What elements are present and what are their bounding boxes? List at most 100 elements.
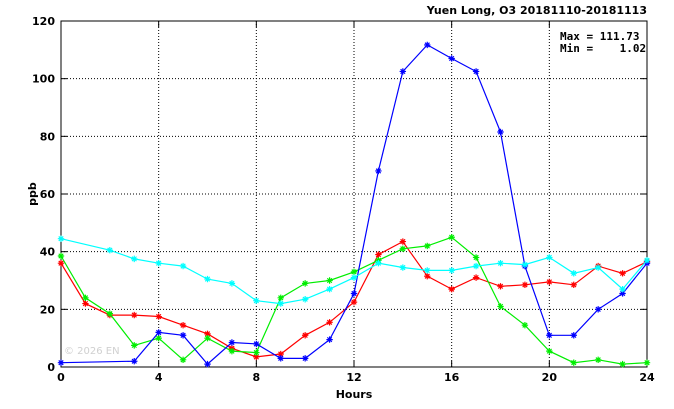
- data-point: [326, 336, 333, 343]
- data-point: [106, 247, 114, 254]
- grid: [61, 21, 647, 367]
- data-point: [448, 285, 455, 293]
- data-point: [399, 245, 407, 252]
- data-point: [497, 283, 504, 290]
- data-point: [497, 260, 504, 267]
- y-tick-label: 40: [40, 246, 56, 259]
- series-3: [57, 235, 651, 307]
- data-point: [594, 264, 602, 271]
- data-point: [424, 267, 431, 274]
- data-point: [472, 262, 480, 270]
- y-tick-label: 60: [40, 188, 56, 201]
- data-point: [106, 310, 114, 317]
- data-point: [301, 355, 309, 362]
- data-point: [204, 330, 211, 338]
- data-point: [350, 290, 358, 297]
- data-point: [155, 334, 162, 342]
- data-point: [619, 290, 626, 297]
- data-point: [521, 321, 529, 329]
- data-point: [253, 349, 260, 356]
- y-tick-label: 80: [40, 130, 56, 143]
- data-point: [277, 355, 284, 362]
- data-point: [448, 267, 455, 274]
- data-point: [253, 297, 260, 304]
- data-point: [228, 347, 236, 355]
- y-tick-label: 20: [40, 303, 56, 316]
- data-point: [277, 294, 284, 301]
- x-tick-label: 16: [444, 371, 460, 384]
- max-label: Max = 111.73: [560, 30, 639, 43]
- data-point: [424, 41, 431, 49]
- data-point: [521, 281, 529, 289]
- data-point: [326, 319, 333, 326]
- data-point: [155, 313, 162, 320]
- data-point: [497, 303, 504, 310]
- data-point: [131, 255, 138, 263]
- y-axis-label: ppb: [26, 182, 39, 206]
- data-point: [301, 280, 309, 287]
- x-tick-label: 12: [346, 371, 361, 384]
- x-tick-label: 24: [639, 371, 655, 384]
- data-point: [424, 242, 431, 250]
- data-point: [82, 294, 89, 301]
- data-point: [546, 332, 553, 339]
- data-point: [399, 68, 407, 75]
- series-line: [60, 238, 648, 305]
- data-point: [472, 254, 480, 261]
- data-point: [204, 275, 211, 283]
- x-tick-label: 0: [57, 371, 65, 384]
- data-point: [570, 270, 577, 277]
- data-point: [399, 238, 407, 245]
- data-point: [326, 277, 333, 284]
- data-point: [472, 274, 480, 281]
- data-point: [326, 285, 333, 293]
- data-point: [179, 356, 187, 363]
- data-point: [375, 260, 382, 267]
- data-point: [57, 235, 65, 242]
- y-tick-label: 100: [32, 73, 55, 86]
- watermark: © 2026 EN: [64, 346, 120, 357]
- data-point: [546, 347, 553, 355]
- x-axis-label: Hours: [336, 388, 373, 401]
- x-tick-label: 4: [155, 371, 163, 384]
- data-point: [448, 55, 455, 62]
- data-point: [570, 332, 577, 339]
- y-tick-label: 0: [47, 361, 55, 374]
- data-point: [57, 359, 65, 366]
- data-point: [228, 280, 236, 287]
- data-point: [253, 353, 260, 361]
- data-point: [375, 251, 382, 258]
- data-point: [546, 278, 553, 286]
- data-point: [253, 340, 260, 348]
- data-point: [497, 128, 504, 136]
- data-point: [619, 270, 626, 277]
- data-point: [546, 254, 553, 261]
- data-point: [179, 332, 187, 339]
- data-point: [301, 332, 309, 339]
- data-point: [204, 334, 211, 342]
- data-point: [424, 272, 431, 280]
- data-point: [619, 360, 626, 368]
- data-point: [570, 281, 577, 289]
- data-point: [472, 68, 480, 75]
- data-point: [643, 359, 651, 366]
- data-point: [57, 260, 65, 267]
- data-point: [375, 167, 382, 175]
- data-point: [350, 268, 358, 276]
- series-0: [57, 238, 651, 361]
- data-point: [277, 350, 284, 358]
- data-point: [350, 274, 358, 281]
- data-point: [131, 342, 138, 349]
- chart-title: Yuen Long, O3 20181110-20181113: [426, 4, 647, 17]
- data-point: [594, 356, 602, 363]
- data-point: [131, 311, 138, 319]
- x-tick-label: 20: [542, 371, 558, 384]
- data-point: [277, 300, 284, 307]
- data-point: [448, 234, 455, 241]
- data-point: [619, 285, 626, 293]
- data-point: [643, 257, 651, 264]
- data-point: [204, 360, 211, 368]
- data-point: [301, 296, 309, 303]
- data-point: [131, 358, 138, 365]
